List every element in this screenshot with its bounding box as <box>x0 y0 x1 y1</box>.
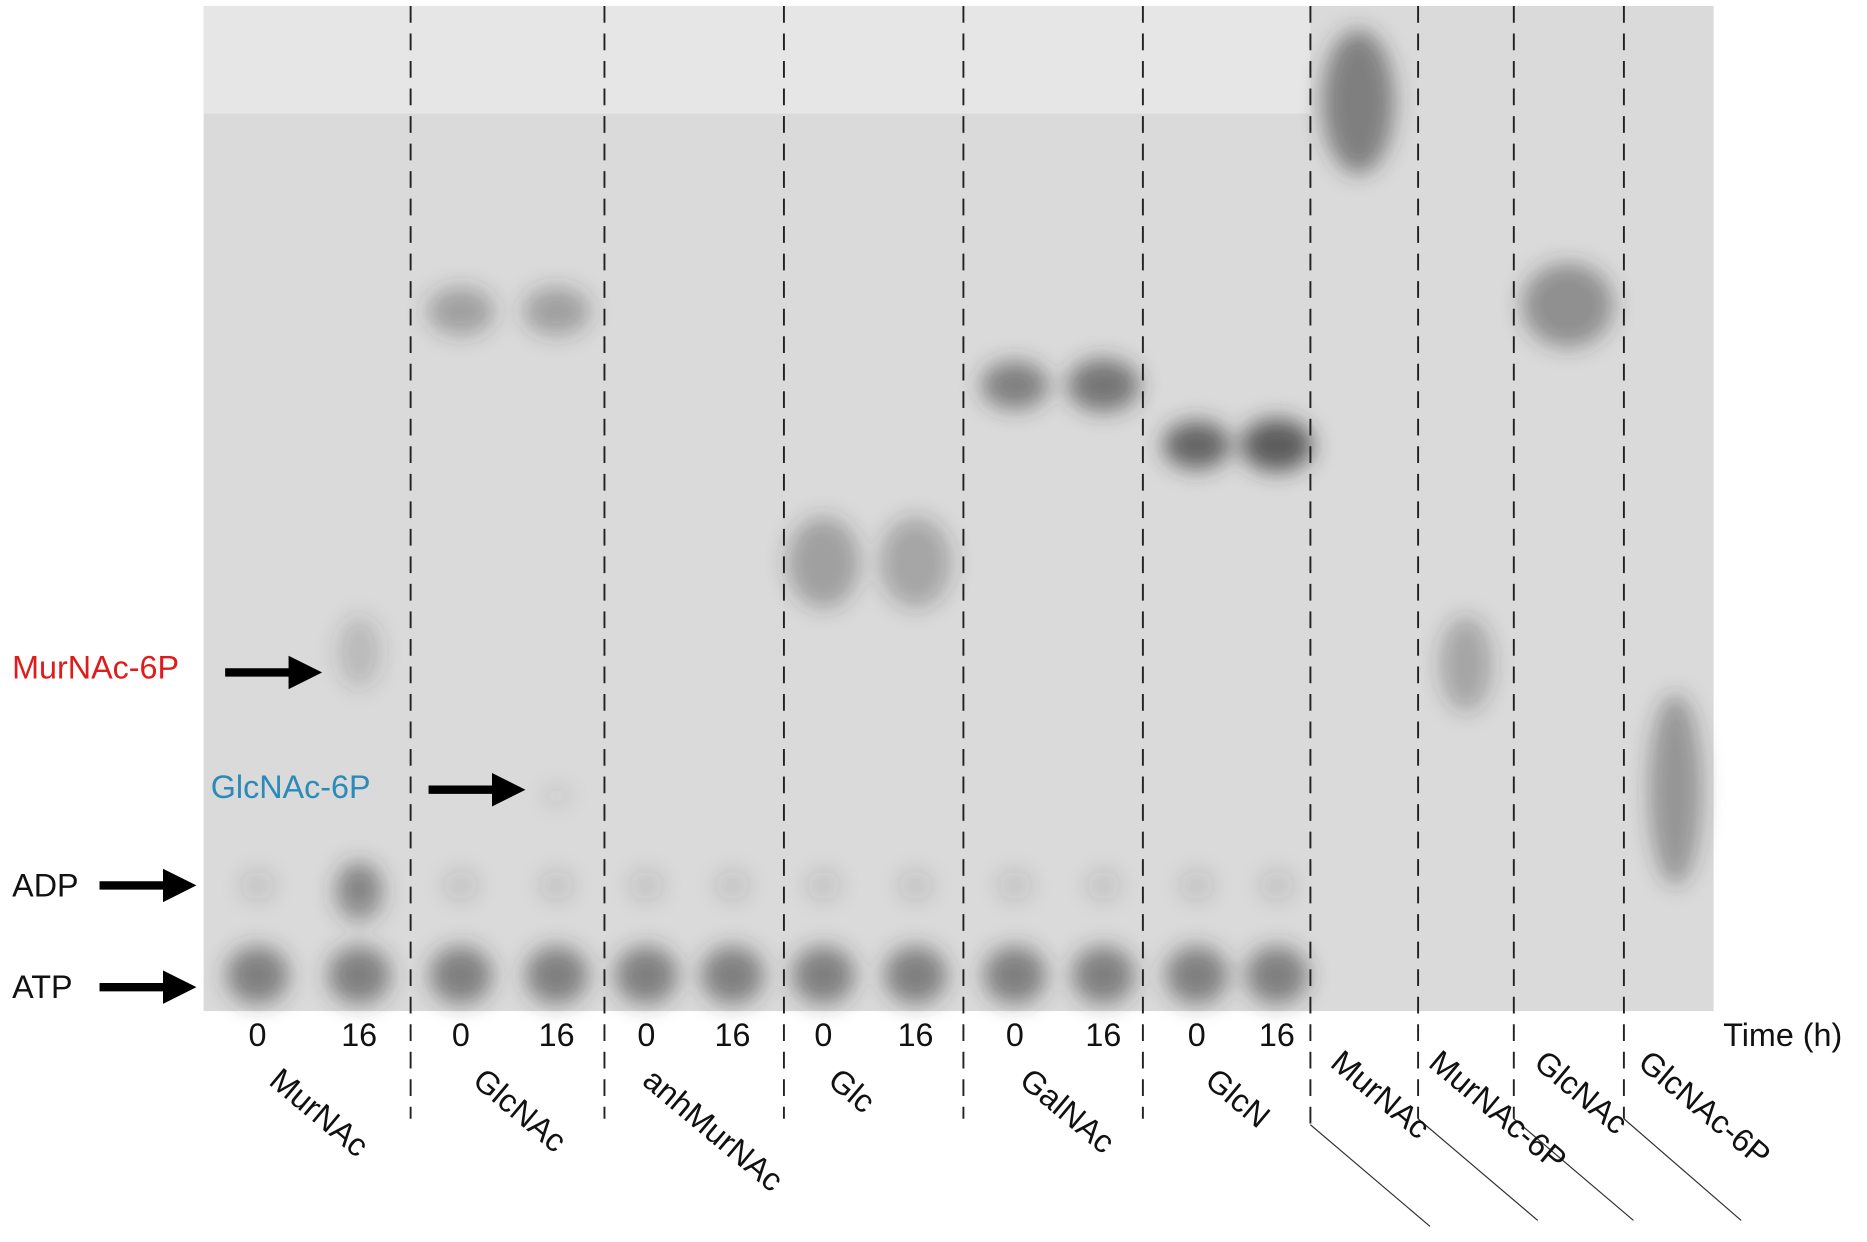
spot <box>1179 871 1214 900</box>
spot <box>1522 263 1614 347</box>
spot <box>542 786 571 806</box>
spot <box>981 361 1049 410</box>
arrow-label: GlcNAc-6P <box>211 769 371 805</box>
spot <box>715 871 750 900</box>
time-label: 0 <box>1188 1017 1206 1053</box>
lane-label: GalNAc <box>1013 1061 1121 1160</box>
standard-label: MurNAc <box>1324 1043 1436 1146</box>
spot <box>539 871 574 900</box>
lane-label: Glc <box>822 1061 882 1120</box>
time-label: 16 <box>341 1017 377 1053</box>
dividers <box>409 5 1742 1227</box>
time-label: 0 <box>637 1017 655 1053</box>
spot <box>615 946 678 1004</box>
spot <box>1241 418 1313 472</box>
spot <box>629 871 664 900</box>
time-label: 0 <box>814 1017 832 1053</box>
spot <box>335 861 384 922</box>
time-label: 0 <box>248 1017 266 1053</box>
time-label: 16 <box>1085 1017 1121 1053</box>
spot <box>1072 946 1135 1004</box>
arrow-label: MurNAc-6P <box>12 650 179 686</box>
spot <box>879 516 952 608</box>
spot <box>444 871 478 900</box>
plate-top <box>203 5 1311 114</box>
spot <box>525 946 588 1004</box>
spot <box>1260 871 1294 900</box>
time-label: 16 <box>1259 1017 1295 1053</box>
spot <box>1245 946 1309 1004</box>
spot <box>240 871 275 900</box>
spot <box>1163 421 1231 470</box>
spot <box>983 946 1046 1004</box>
lane-label: MurNAc <box>263 1061 375 1164</box>
arrow-label: ADP <box>12 867 78 903</box>
spot <box>998 871 1032 900</box>
lane-label: GlcNAc <box>466 1061 573 1159</box>
spot <box>898 871 933 900</box>
spot <box>1086 871 1121 900</box>
spot <box>429 946 492 1004</box>
spot <box>328 946 391 1004</box>
spot <box>787 516 860 608</box>
spots <box>226 29 1702 1004</box>
spot <box>792 946 855 1004</box>
time-label: 0 <box>452 1017 470 1053</box>
spot <box>1067 358 1140 412</box>
tlc-plate <box>203 5 1714 1012</box>
spot <box>427 287 495 336</box>
spot <box>701 946 764 1004</box>
spot <box>884 946 947 1004</box>
spot <box>523 287 591 336</box>
spot <box>1322 29 1395 174</box>
arrow-label: ATP <box>12 969 72 1005</box>
spot <box>1439 616 1493 712</box>
time-label: 16 <box>898 1017 934 1053</box>
lane-label: GlcN <box>1199 1061 1277 1135</box>
standard-label: GlcNAc-6P <box>1632 1043 1777 1173</box>
time-axis-label: Time (h) <box>1723 1017 1842 1053</box>
arrows <box>99 655 526 1004</box>
spot <box>806 871 841 900</box>
spot <box>337 616 381 689</box>
spot <box>226 946 289 1004</box>
time-label: 16 <box>715 1017 751 1053</box>
time-label: 16 <box>539 1017 575 1053</box>
lane-label: anhMurNAc <box>636 1061 790 1198</box>
spot <box>1165 946 1228 1004</box>
spot <box>1649 693 1702 886</box>
time-label: 0 <box>1006 1017 1024 1053</box>
